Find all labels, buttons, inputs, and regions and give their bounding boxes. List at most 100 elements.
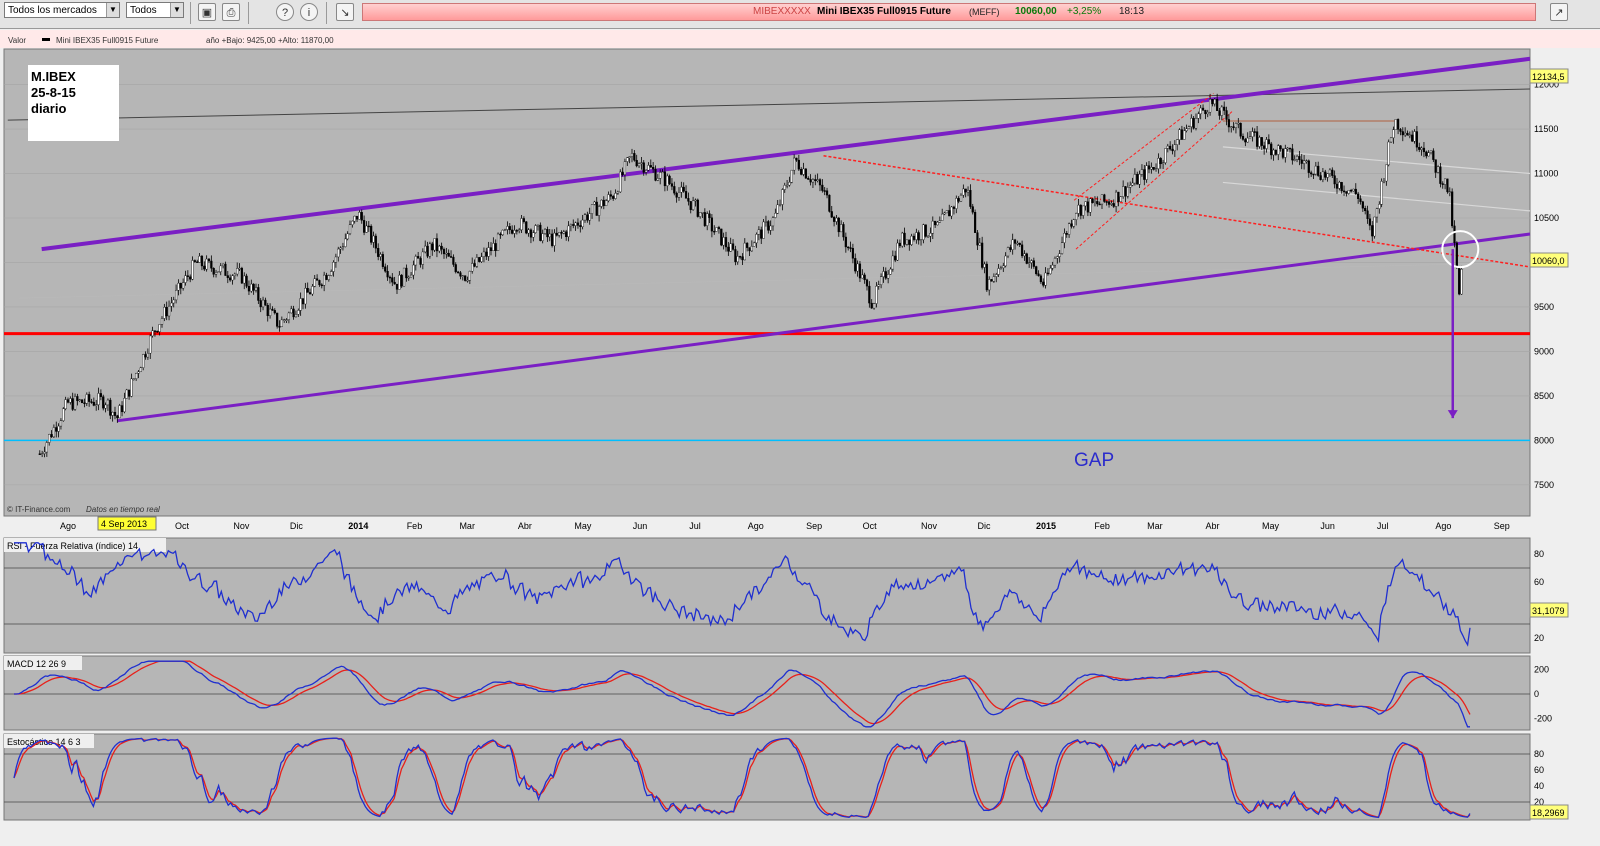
- candle-body: [64, 399, 67, 410]
- candle-body: [929, 233, 932, 237]
- candle-body: [1354, 188, 1357, 195]
- candle-body: [494, 243, 497, 251]
- candle-body: [1349, 190, 1353, 192]
- candle-body: [480, 256, 483, 262]
- candle-body: [221, 263, 225, 267]
- candle-body: [1232, 126, 1235, 128]
- filter-select[interactable]: Todos ▼: [126, 2, 184, 18]
- macd-panel: MACD 12 26 9 -200 0 200: [3, 655, 1552, 731]
- candle-body: [1046, 272, 1050, 275]
- candle-body: [325, 274, 328, 280]
- info-icon[interactable]: i: [300, 3, 318, 21]
- candle-body: [1098, 203, 1101, 206]
- price-tick-label: 10500: [1534, 213, 1559, 223]
- candle-body: [1277, 145, 1280, 155]
- indicator-tick-label: -200: [1534, 713, 1552, 723]
- candle-body: [543, 229, 547, 234]
- candle-body: [226, 275, 229, 278]
- candle-body: [891, 255, 894, 270]
- candle-body: [229, 277, 232, 281]
- chart-up-icon[interactable]: ↗: [1550, 3, 1568, 21]
- candle-body: [1389, 137, 1393, 143]
- candle-body: [1295, 156, 1299, 160]
- candle-body: [1112, 203, 1115, 207]
- candle-body: [851, 248, 854, 259]
- candle-body: [755, 234, 758, 244]
- candle-body: [854, 258, 857, 272]
- candle-body: [757, 229, 760, 235]
- candle-body: [196, 261, 199, 263]
- time-axis-labels: Ago Oct Nov Dic 2014 Feb Mar Abr May Jun Jul Ago Sep…: [60, 521, 1510, 531]
- candle-body: [304, 287, 307, 305]
- long-resistance-line: [7, 88, 1531, 121]
- candle-body: [840, 224, 843, 233]
- candle-body: [816, 179, 819, 182]
- candle-body: [811, 179, 815, 183]
- candle-body: [1408, 134, 1411, 137]
- help-icon[interactable]: ?: [276, 3, 294, 21]
- candle-body: [520, 218, 523, 231]
- candle-body: [315, 278, 319, 281]
- candle-body: [379, 254, 382, 257]
- ticker-bar[interactable]: MIBEXXXXX Mini IBEX35 Full0915 Future (M…: [362, 3, 1536, 21]
- candle-body: [1044, 272, 1047, 286]
- candle-body: [774, 212, 777, 218]
- candle-body: [454, 264, 457, 273]
- lower-channel-line: [116, 232, 1531, 423]
- candle-body: [405, 267, 408, 279]
- time-tick-label: Ago: [748, 521, 764, 531]
- candle-body: [137, 371, 140, 374]
- candle-body: [1359, 198, 1362, 202]
- time-tick-label: May: [574, 521, 592, 531]
- candle-body: [496, 233, 500, 251]
- candle-body: [1302, 160, 1306, 164]
- stochastic-series: [13, 737, 1471, 819]
- candle-body: [170, 302, 173, 307]
- candle-body: [306, 287, 309, 293]
- candle-body: [130, 378, 133, 397]
- candle-body: [558, 232, 561, 236]
- save-icon[interactable]: ▣: [198, 3, 216, 21]
- candle-body: [1006, 247, 1010, 257]
- chevron-down-icon[interactable]: ▼: [170, 3, 183, 17]
- candle-body: [1159, 158, 1162, 165]
- candle-body: [426, 245, 429, 257]
- candle-body: [532, 232, 535, 238]
- candle-body: [1361, 201, 1364, 209]
- candle-body: [1300, 159, 1303, 164]
- candle-body: [1075, 213, 1078, 220]
- candle-body: [1281, 148, 1285, 158]
- time-tick-label: Jul: [689, 521, 701, 531]
- candle-body: [1326, 173, 1329, 178]
- market-select-value: Todos los mercados: [8, 5, 97, 16]
- print-icon[interactable]: ⎙: [222, 3, 240, 21]
- candle-body: [1107, 201, 1111, 205]
- candle-body: [539, 224, 542, 241]
- rsi-series: [14, 542, 1471, 647]
- candle-body: [673, 186, 676, 194]
- candle-body: [1077, 204, 1080, 214]
- candle-body: [1145, 165, 1148, 180]
- candle-body: [546, 229, 549, 238]
- candle-body: [66, 399, 70, 403]
- candle-body: [518, 229, 521, 232]
- candle-body: [1039, 275, 1042, 283]
- price-tick-label: 12000: [1534, 80, 1559, 90]
- footer-copyright: © IT-Finance.com: [7, 505, 71, 514]
- market-select[interactable]: Todos los mercados ▼: [4, 2, 120, 18]
- time-tick-label: Sep: [806, 521, 822, 531]
- candle-body: [172, 299, 175, 304]
- candle-body: [362, 220, 366, 233]
- candle-body: [139, 367, 142, 373]
- candle-body: [790, 169, 793, 183]
- candle-body: [536, 224, 540, 227]
- chevron-down-icon[interactable]: ▼: [106, 3, 119, 17]
- candle-body: [1335, 183, 1339, 189]
- chart-tool-icon[interactable]: ↘: [336, 3, 354, 21]
- candle-body: [952, 206, 956, 209]
- candle-body: [1460, 269, 1463, 295]
- candle-body: [687, 198, 690, 202]
- chart-area[interactable]: Valor Mini IBEX35 Full0915 Future año +B…: [0, 30, 1600, 846]
- candle-body: [127, 389, 131, 397]
- candle-body: [623, 161, 627, 175]
